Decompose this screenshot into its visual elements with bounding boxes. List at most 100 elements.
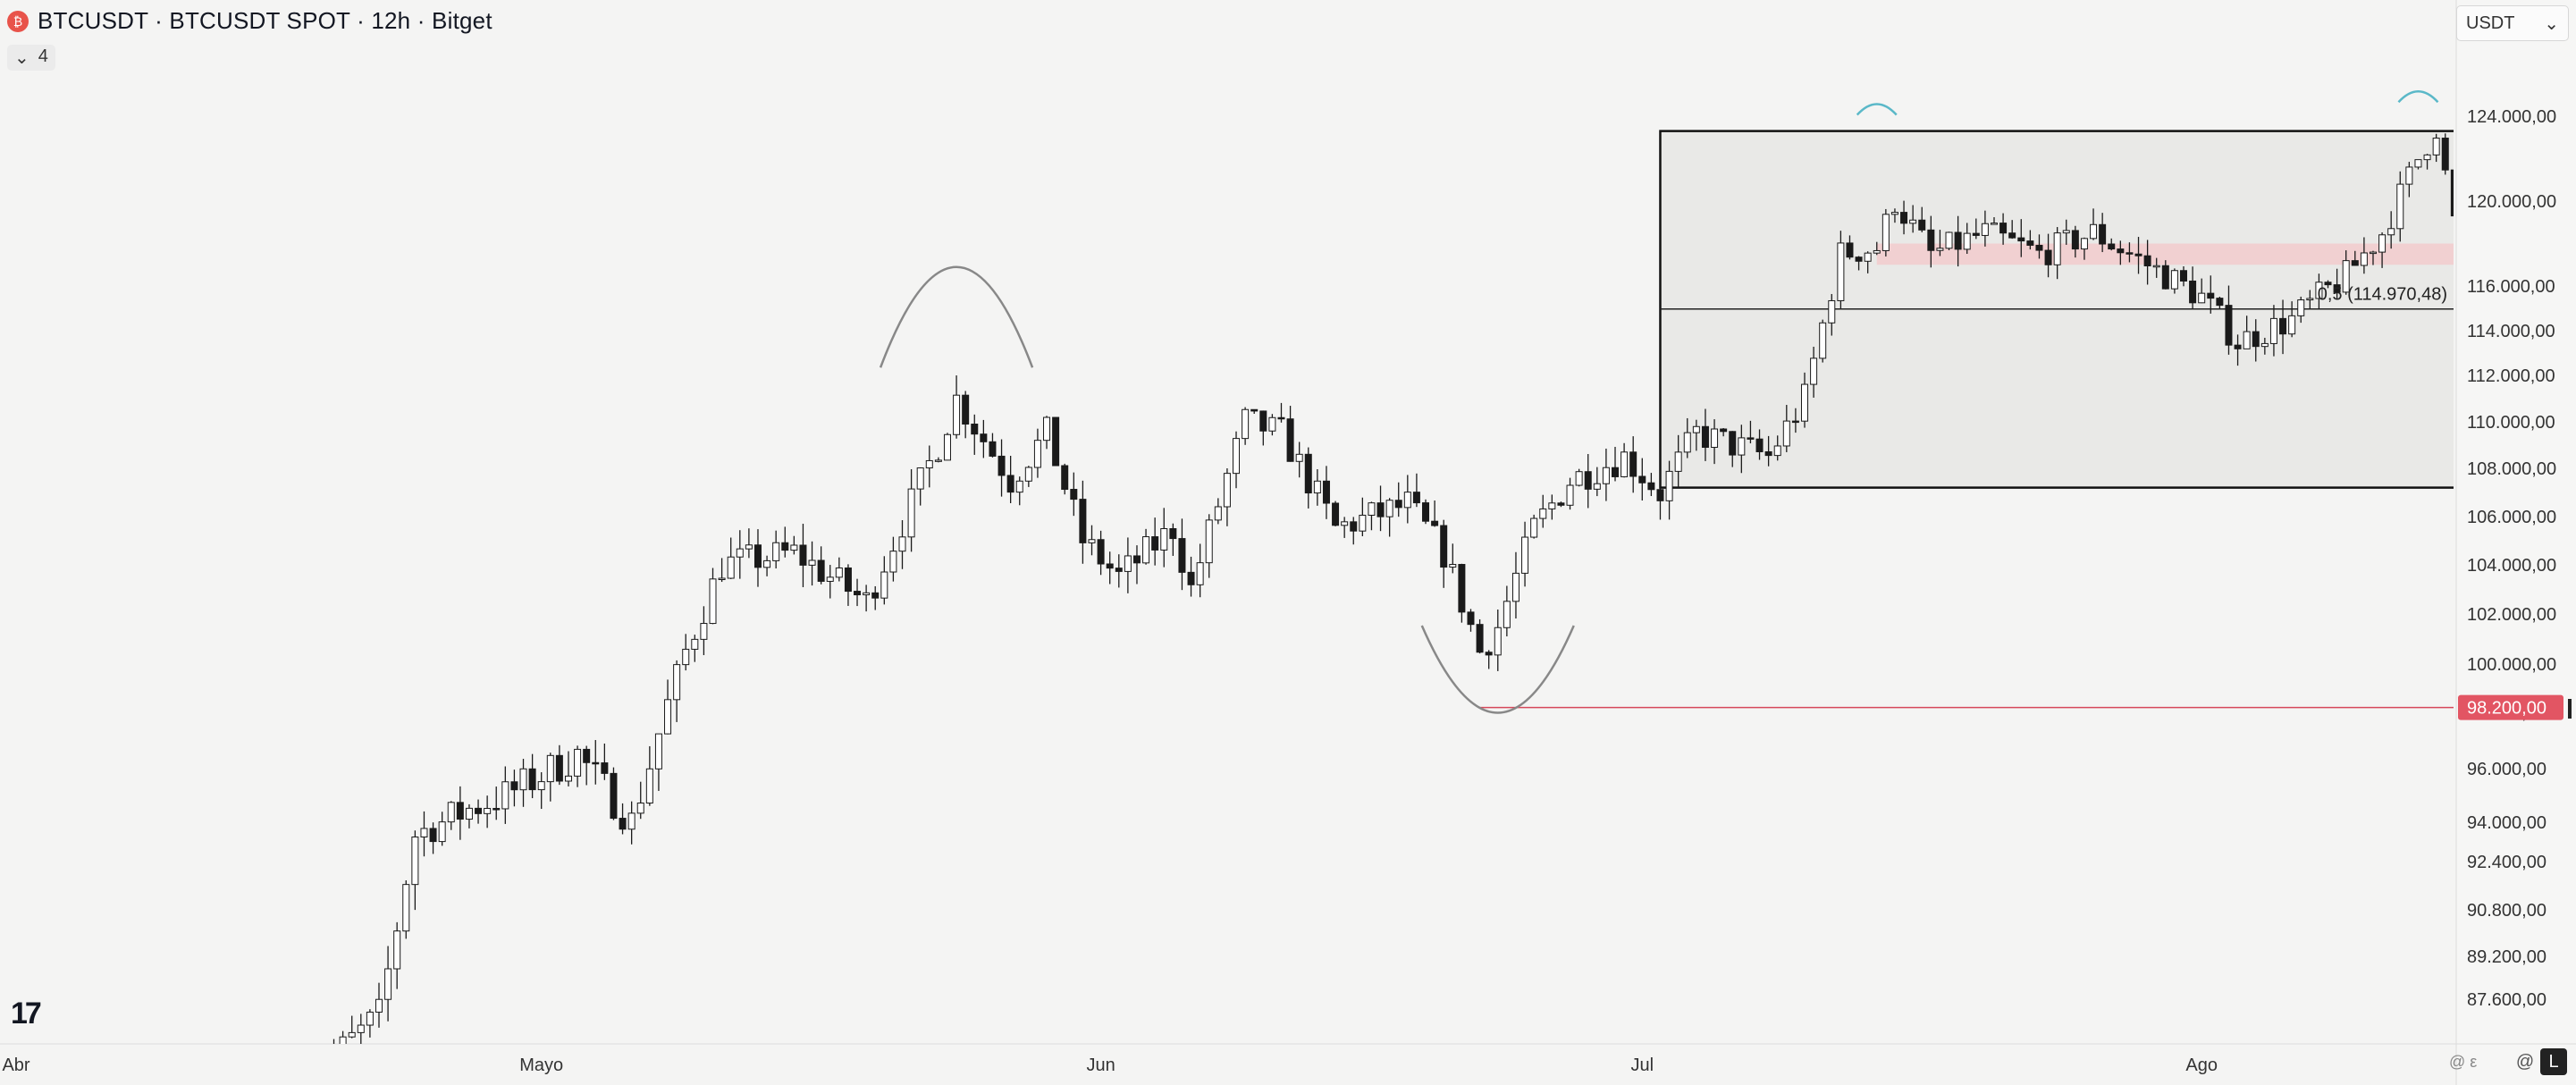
time-tick-label: Jun <box>1086 1056 1115 1075</box>
price-tick-label: 110.000,00 <box>2467 413 2555 433</box>
candle-up <box>1683 432 1691 453</box>
candle-down <box>1097 539 1105 565</box>
candle-down <box>962 394 970 425</box>
candle-up <box>727 556 735 579</box>
candle-up <box>808 559 816 566</box>
candle-up <box>1539 508 1547 519</box>
candle-up <box>1575 471 1583 486</box>
symbol-title[interactable]: BTCUSDT · BTCUSDT SPOT · 12h · Bitget <box>38 7 492 34</box>
candle-down <box>528 768 536 791</box>
candle-down <box>753 544 762 568</box>
log-scale-toggle[interactable]: L <box>2540 1048 2567 1075</box>
price-tick-label: 104.000,00 <box>2467 556 2556 576</box>
candle-down <box>2071 230 2079 250</box>
candle-up <box>1043 416 1051 442</box>
candle-up <box>1033 440 1041 468</box>
candle-down <box>1052 416 1060 467</box>
candle-down <box>2143 255 2151 266</box>
candle-down <box>2225 305 2233 346</box>
time-tick-label: Abr <box>2 1056 29 1075</box>
log-scale-button[interactable]: @ <box>2515 1051 2535 1072</box>
indicators-toggle[interactable]: ⌄ 4 <box>7 45 55 71</box>
candle-down <box>2026 240 2034 246</box>
candle-up <box>1233 438 1241 475</box>
candle-down <box>1612 467 1620 477</box>
candle-down <box>2252 331 2260 348</box>
candle-down <box>2279 317 2287 335</box>
candle-down <box>583 748 591 763</box>
price-tick-label: 92.400,00 <box>2467 853 2547 872</box>
candle-up <box>1963 232 1971 250</box>
candle-up <box>1909 219 1917 224</box>
candle-down <box>844 567 852 593</box>
candle-down <box>1079 499 1087 543</box>
candle-down <box>1855 257 1863 262</box>
candle-down <box>781 542 789 551</box>
candle-down <box>1467 611 1475 626</box>
candle-down <box>1115 568 1123 572</box>
candle-up <box>790 544 798 551</box>
candle-down <box>2333 284 2341 293</box>
candle-down <box>1584 471 1592 490</box>
time-tick-label: Jul <box>1631 1056 1654 1075</box>
candle-down <box>1458 564 1466 613</box>
time-tick-label: Mayo <box>519 1056 563 1075</box>
candle-up <box>1782 420 1790 447</box>
candle-down <box>1132 555 1141 564</box>
candle-up <box>1566 484 1574 506</box>
candle-up <box>1602 467 1610 484</box>
candle-down <box>619 818 627 830</box>
candle-up <box>718 577 726 581</box>
candle-up <box>2342 260 2350 293</box>
price-tick-label: 116.000,00 <box>2467 277 2555 297</box>
symbol-header[interactable]: ₿ BTCUSDT · BTCUSDT SPOT · 12h · Bitget <box>7 7 492 35</box>
candle-up <box>1981 223 1989 236</box>
candle-down <box>1277 416 1285 420</box>
candle-down <box>1376 502 1385 517</box>
price-tick-label: 96.000,00 <box>2467 760 2547 779</box>
candle-up <box>645 768 653 804</box>
currency-select[interactable]: USDT ⌄ <box>2456 5 2569 41</box>
candle-down <box>2035 244 2043 251</box>
candle-up <box>736 548 744 558</box>
candle-up <box>2152 265 2160 268</box>
candle-down <box>1070 489 1078 500</box>
candle-up <box>1692 425 1700 433</box>
candle-up <box>438 821 446 843</box>
candle-up <box>1773 445 1781 457</box>
candle-up <box>1621 451 1629 477</box>
candle-up <box>339 1036 347 1044</box>
candle-up <box>2053 232 2061 265</box>
candle-up <box>1124 555 1132 572</box>
candle-down <box>2324 282 2332 286</box>
candle-up <box>2396 183 2404 230</box>
candle-down <box>1151 536 1159 551</box>
candle-down <box>1755 438 1764 452</box>
candle-up <box>1223 473 1231 508</box>
candle-down <box>1304 453 1312 494</box>
candle-down <box>2134 253 2142 257</box>
candle-down <box>971 424 979 435</box>
candle-down <box>2234 344 2242 349</box>
candle-up <box>709 578 717 625</box>
candle-up <box>2288 315 2296 335</box>
support-price-label: 98.200,00 <box>2467 699 2547 719</box>
tradingview-logo-icon[interactable]: 17 <box>11 997 42 1030</box>
candle-down <box>1322 480 1330 504</box>
candle-up <box>1810 357 1818 385</box>
candle-up <box>1530 517 1538 538</box>
candle-down <box>1747 437 1755 440</box>
candle-up <box>1295 453 1303 462</box>
candle-up <box>1503 601 1511 628</box>
price-axis-bg <box>2456 0 2576 1085</box>
candle-down <box>871 592 880 599</box>
candle-up <box>1864 252 1872 262</box>
candle-up <box>1738 437 1746 456</box>
candle-down <box>1557 502 1565 506</box>
candle-down <box>1350 521 1358 532</box>
candle-down <box>854 591 862 596</box>
indicator-count: 4 <box>38 46 48 66</box>
candle-down <box>2441 138 2449 171</box>
